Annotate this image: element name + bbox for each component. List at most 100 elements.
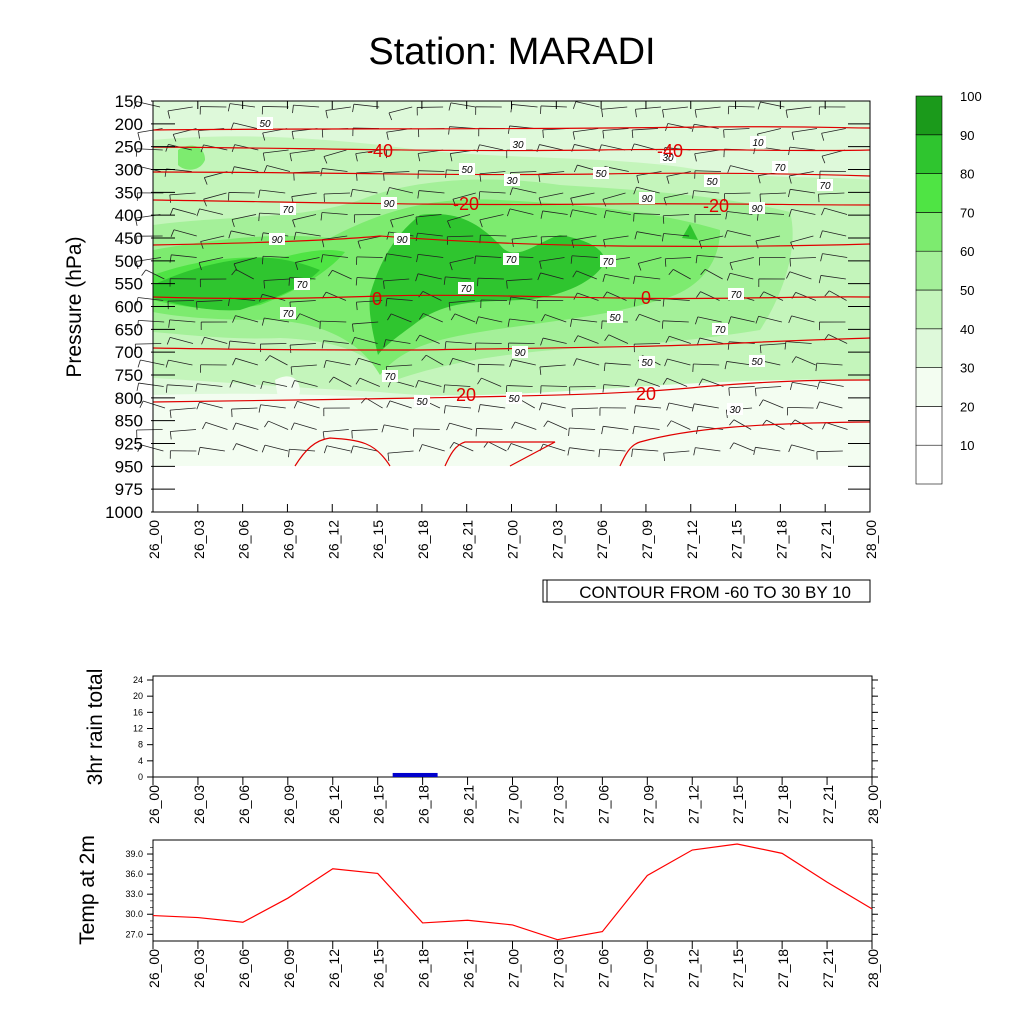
x-tick-label: 27_00 — [505, 520, 521, 559]
temp-x-tick-label: 27_03 — [550, 949, 566, 988]
humidity-label-bg — [458, 282, 474, 294]
wind-barb — [389, 400, 412, 409]
wind-barb — [510, 171, 537, 173]
wind-barb — [638, 378, 660, 387]
rain-x-tick-label: 26_15 — [371, 785, 387, 824]
wind-barb — [233, 257, 257, 265]
wind-barb — [235, 422, 259, 430]
wind-barb-flag — [788, 175, 792, 184]
humidity-contour-label: 90 — [271, 235, 283, 246]
wind-barb-flag — [289, 153, 292, 162]
wind-barb — [383, 278, 410, 282]
wind-barb — [728, 386, 755, 389]
humidity-label-bg — [749, 202, 765, 214]
wind-barb — [816, 362, 843, 366]
humidity-label-bg — [280, 307, 296, 319]
isotherm-20 — [152, 379, 871, 403]
wind-barb-flag — [320, 254, 324, 263]
wind-barb — [574, 144, 598, 151]
wind-barb-flag — [293, 232, 297, 240]
wind-barb-flag — [323, 445, 328, 454]
wind-barb — [512, 187, 537, 194]
humidity-contour-label: 50 — [259, 119, 271, 130]
wind-barb — [324, 192, 350, 195]
wind-barb-flag — [727, 165, 731, 173]
wind-barb — [173, 229, 197, 237]
humidity-label-bg — [750, 136, 766, 148]
y-tick-label: 1000 — [105, 503, 143, 522]
isotherm-minus40-top — [152, 126, 871, 131]
wind-barb-flag — [570, 255, 573, 264]
wind-barb-flag — [666, 176, 670, 184]
wind-barb — [819, 381, 844, 387]
y-tick-label: 300 — [115, 161, 143, 180]
wind-barb-flag — [602, 274, 606, 283]
humidity-label-bg — [749, 355, 765, 367]
wind-barb — [326, 445, 351, 452]
wind-barb — [142, 400, 166, 409]
humidity-label-bg — [600, 255, 616, 267]
colorbar-swatch — [915, 406, 943, 446]
wind-barb — [762, 399, 784, 409]
wind-barb — [787, 406, 814, 409]
wind-barb-flag — [262, 132, 266, 141]
wind-barb-flag — [664, 258, 667, 267]
wind-barb-flag — [635, 314, 640, 321]
wind-barb-flag — [573, 292, 578, 300]
wind-barb-flag — [261, 317, 265, 326]
wind-barb-flag — [754, 388, 757, 397]
wind-barb — [231, 214, 257, 220]
wind-barb-flag — [446, 422, 450, 431]
wind-barb-flag — [479, 219, 483, 228]
wind-barb-flag — [198, 262, 202, 271]
wind-barb — [506, 278, 533, 282]
wind-barb — [167, 384, 193, 387]
wind-barb — [726, 361, 752, 366]
wind-barb — [539, 192, 564, 199]
wind-barb — [634, 425, 660, 430]
wind-barb — [353, 103, 380, 108]
wind-barb — [262, 381, 288, 387]
wind-barb-flag — [228, 298, 230, 307]
wind-barb — [795, 291, 817, 301]
wind-barb-flag — [723, 129, 725, 138]
wind-barb — [605, 362, 631, 366]
wind-barb — [662, 106, 688, 111]
wind-barb-flag — [507, 318, 510, 327]
wind-barb-flag — [602, 384, 605, 393]
wind-barb-flag — [293, 401, 298, 409]
wind-barb — [325, 106, 351, 111]
wind-barb — [829, 290, 847, 301]
wind-barb-flag — [388, 112, 393, 121]
wind-barb-flag — [572, 131, 576, 140]
wind-barb-flag — [355, 277, 358, 286]
rain-bar — [392, 772, 438, 777]
temp-x-tick-label: 26_06 — [236, 949, 252, 988]
wind-barb-flag — [725, 410, 728, 419]
wind-barb — [577, 292, 599, 301]
wind-barb-flag — [570, 319, 573, 327]
temp-x-tick-label: 26_21 — [461, 949, 477, 988]
wind-barb-flag — [357, 241, 361, 249]
wind-barb-flag — [729, 442, 735, 450]
wind-barb — [479, 144, 504, 151]
wind-barb-flag — [569, 209, 573, 218]
colorbar-swatch — [915, 95, 943, 136]
humidity-contour-label: 70 — [730, 290, 742, 301]
rain-x-tick-label: 26_12 — [326, 785, 342, 824]
wind-barb-flag — [196, 301, 198, 310]
wind-barb — [539, 257, 565, 262]
wind-barb-flag — [383, 339, 387, 348]
wind-barb — [449, 422, 473, 430]
wind-barb — [444, 384, 471, 387]
wind-barb — [695, 106, 721, 111]
wind-barb — [663, 450, 690, 454]
temp-x-tick-label: 26_03 — [191, 949, 207, 988]
wind-barb-flag — [821, 207, 825, 216]
humidity-label-bg — [512, 346, 528, 358]
wind-barb — [445, 276, 471, 280]
rain-x-tick-label: 26_03 — [191, 785, 207, 824]
wind-barb — [540, 272, 564, 280]
wind-barb-flag — [507, 443, 512, 451]
wind-barb — [386, 364, 413, 368]
